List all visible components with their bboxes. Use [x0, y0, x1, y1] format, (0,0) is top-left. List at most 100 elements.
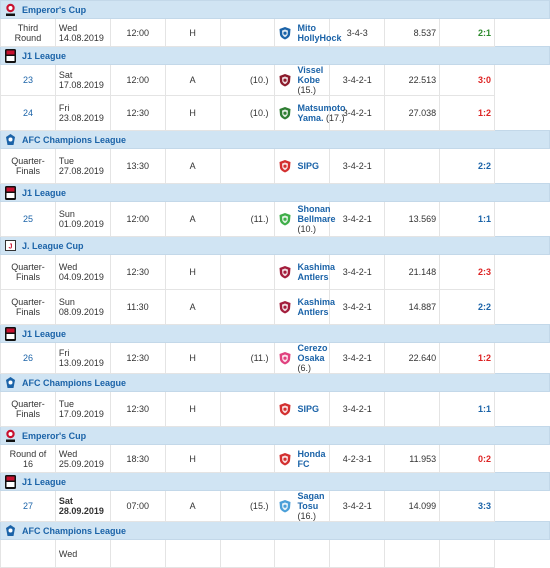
attendance-cell: 13.569	[384, 201, 441, 237]
opponent-rank: (16.)	[297, 511, 316, 521]
date-cell: Wed 25.09.2019	[54, 444, 111, 473]
crest-shonan-icon	[278, 212, 292, 226]
competition-header-row: J1 League	[0, 472, 550, 491]
competition-name[interactable]: Emperor's Cup	[22, 4, 87, 15]
own-position-cell	[219, 391, 276, 427]
own-position-cell	[219, 289, 276, 325]
result-link[interactable]	[439, 539, 496, 568]
opponent-name[interactable]: Vissel Kobe	[297, 65, 324, 85]
j1-league-logo-icon	[5, 48, 16, 63]
opponent-cell	[274, 539, 331, 568]
time-cell: 11:30	[109, 289, 166, 325]
opponent-cell: SIPG	[274, 148, 331, 184]
j1-league-logo-icon	[5, 326, 16, 341]
venue-cell: H	[164, 342, 221, 374]
opponent-text: SIPG	[297, 404, 319, 414]
opponent-cell: Vissel Kobe (15.)	[274, 64, 331, 96]
attendance-cell: 8.537	[384, 18, 441, 47]
opponent-name[interactable]: Kashima Antlers	[297, 297, 335, 317]
own-position-cell	[219, 444, 276, 473]
formation-cell: 3-4-2-1	[329, 490, 386, 522]
match-row: 27 Sat 28.09.2019 07:00 A (15.) Sagan Tosu (1…	[0, 490, 550, 522]
opponent-cell: Matsumoto Yama. (17.)	[274, 95, 345, 131]
date-cell: Wed 04.09.2019	[54, 254, 111, 290]
competition-name[interactable]: J1 League	[22, 50, 67, 61]
formation-cell: 3-4-2-1	[329, 254, 386, 290]
competition-name[interactable]: AFC Champions League	[22, 377, 127, 388]
date-cell: Wed	[54, 539, 111, 568]
matchday-cell	[0, 539, 56, 568]
opponent-rank: (17.)	[326, 113, 345, 123]
result-link[interactable]: 0:2	[439, 444, 496, 473]
competition-name[interactable]: Emperor's Cup	[22, 430, 87, 441]
formation-cell: 3-4-3	[329, 18, 386, 47]
venue-cell: H	[164, 95, 221, 131]
competition-name[interactable]: J. League Cup	[22, 240, 84, 251]
competition-name[interactable]: AFC Champions League	[22, 525, 127, 536]
jleague-cup-logo-icon: J	[5, 239, 16, 253]
opponent-text: Vissel Kobe (15.)	[297, 65, 326, 95]
date-cell: Tue 17.09.2019	[54, 391, 111, 427]
crest-sipg-icon	[278, 159, 292, 173]
matchday-cell: Quarter-Finals	[0, 391, 56, 427]
crest-vissel-icon	[278, 73, 292, 87]
result-link[interactable]: 1:2	[439, 342, 496, 374]
date-cell: Fri 23.08.2019	[54, 95, 111, 131]
attendance-cell: 14.887	[384, 289, 441, 325]
time-cell: 18:30	[109, 444, 166, 473]
matchday-cell[interactable]: 27	[0, 490, 56, 522]
result-link[interactable]: 2:2	[439, 148, 496, 184]
opponent-name[interactable]: Matsumoto Yama.	[297, 103, 346, 123]
formation-cell: 3-4-2-1	[329, 342, 386, 374]
result-link[interactable]: 3:3	[439, 490, 496, 522]
own-position-cell	[219, 18, 276, 47]
match-row: 26 Fri 13.09.2019 12:30 H (11.) Cerezo Osaka …	[0, 342, 550, 374]
date-cell: Sun 08.09.2019	[54, 289, 111, 325]
match-row: Wed	[0, 539, 550, 568]
opponent-cell: Kashima Antlers	[274, 254, 335, 290]
afc-logo-icon	[5, 133, 16, 147]
opponent-name[interactable]: SIPG	[297, 161, 319, 171]
own-position-cell: (10.)	[219, 95, 276, 131]
afc-logo-icon	[5, 376, 16, 390]
crest-matsumoto-icon	[278, 106, 292, 120]
matchday-cell[interactable]: 26	[0, 342, 56, 374]
opponent-name[interactable]: SIPG	[297, 404, 319, 414]
opponent-name[interactable]: Cerezo Osaka	[297, 343, 328, 363]
afc-logo-icon	[5, 524, 16, 538]
matchday-cell[interactable]: 23	[0, 64, 56, 96]
opponent-text: Honda FC	[297, 449, 326, 469]
competition-name[interactable]: J1 League	[22, 476, 67, 487]
result-link[interactable]: 2:1	[439, 18, 496, 47]
competition-name[interactable]: J1 League	[22, 187, 67, 198]
result-link[interactable]: 3:0	[439, 64, 496, 96]
opponent-name[interactable]: Shonan Bellmare	[297, 204, 336, 224]
competition-name[interactable]: AFC Champions League	[22, 134, 127, 145]
competition-name[interactable]: J1 League	[22, 328, 67, 339]
opponent-name[interactable]: Sagan Tosu	[297, 491, 325, 511]
result-link[interactable]: 1:1	[439, 391, 496, 427]
competition-header-row: AFC Champions League	[0, 521, 550, 540]
opponent-cell: Mito HollyHock	[274, 18, 341, 47]
crest-sagan-icon	[278, 499, 292, 513]
opponent-name[interactable]: Honda FC	[297, 448, 326, 469]
formation-cell: 3-4-2-1	[329, 95, 386, 131]
matchday-cell[interactable]: 24	[0, 95, 56, 131]
crest-kashima-icon	[278, 265, 292, 279]
matchday-cell: Quarter-Finals	[0, 289, 56, 325]
opponent-rank: (6.)	[297, 363, 311, 373]
result-link[interactable]: 1:1	[439, 201, 496, 237]
opponent-text: Sagan Tosu (16.)	[297, 491, 326, 521]
result-link[interactable]: 2:2	[439, 289, 496, 325]
venue-cell: A	[164, 490, 221, 522]
attendance-cell: 11.953	[384, 444, 441, 473]
opponent-name[interactable]: Kashima Antlers	[297, 262, 335, 282]
opponent-name[interactable]: Mito HollyHock	[297, 22, 342, 43]
result-link[interactable]: 1:2	[439, 95, 496, 131]
result-link[interactable]: 2:3	[439, 254, 496, 290]
date-cell: Sat 17.08.2019	[54, 64, 111, 96]
matchday-cell[interactable]: 25	[0, 201, 56, 237]
own-position-cell: (11.)	[219, 342, 276, 374]
